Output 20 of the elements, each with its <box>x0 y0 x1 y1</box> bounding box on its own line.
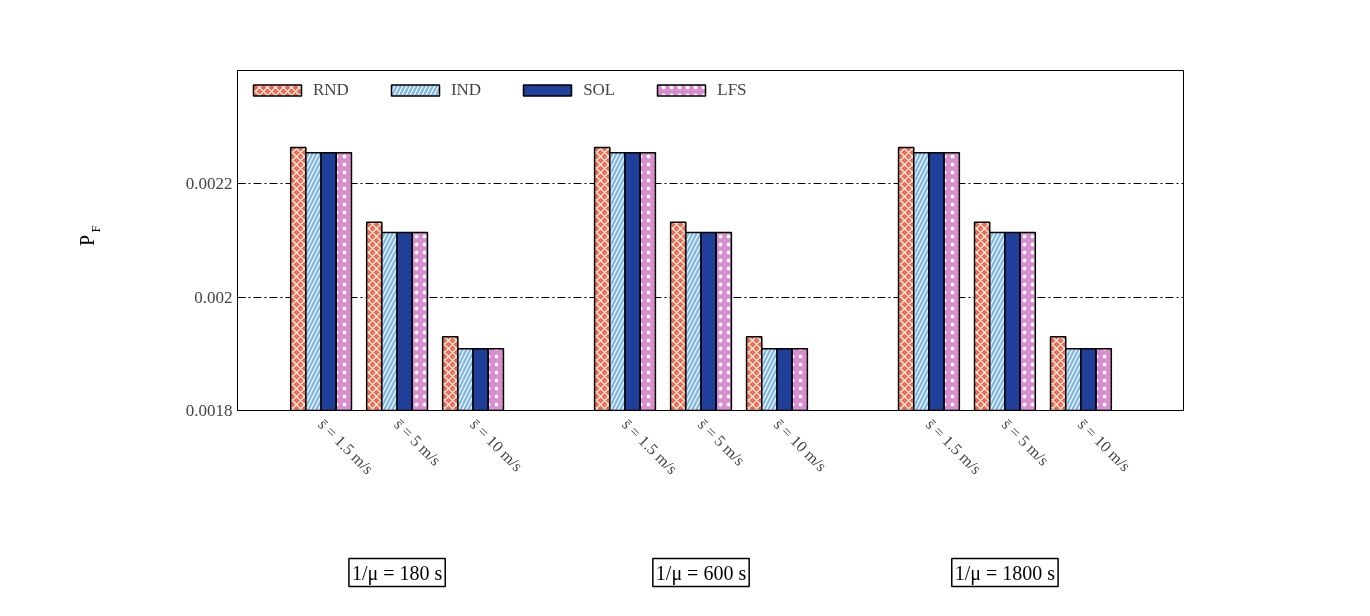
legend-label: RND <box>313 80 349 100</box>
y-tick-label: 0.0018 <box>185 401 233 420</box>
x-tick-label: s̄ = 5 m/s <box>998 415 1053 469</box>
text: 1/μ = 180 s <box>351 561 443 585</box>
legend-label: LFS <box>717 80 747 100</box>
x-tick-label: s̄ = 5 m/s <box>694 415 749 469</box>
x-tick-label: s̄ = 10 m/s <box>1074 415 1134 475</box>
x-tick-label: s̄ = 1.5 m/s <box>315 415 377 478</box>
legend-label: SOL <box>583 80 616 100</box>
x-tick-label: s̄ = 10 m/s <box>467 415 527 475</box>
legend-label: IND <box>450 80 482 100</box>
text: 1/μ = 1800 s <box>954 561 1056 585</box>
y-axis-title: PF <box>76 225 104 247</box>
y-tick-label: 0.0022 <box>185 174 233 194</box>
x-tick-label: s̄ = 10 m/s <box>770 415 830 475</box>
x-tick-label: s̄ = 5 m/s <box>391 415 445 469</box>
text: 1/μ = 600 s <box>655 561 747 585</box>
y-tick-label: 0.002 <box>194 287 233 307</box>
x-tick-label: s̄ = 1.5 m/s <box>619 415 681 478</box>
x-tick-label: s̄ = 1.5 m/s <box>922 415 985 478</box>
